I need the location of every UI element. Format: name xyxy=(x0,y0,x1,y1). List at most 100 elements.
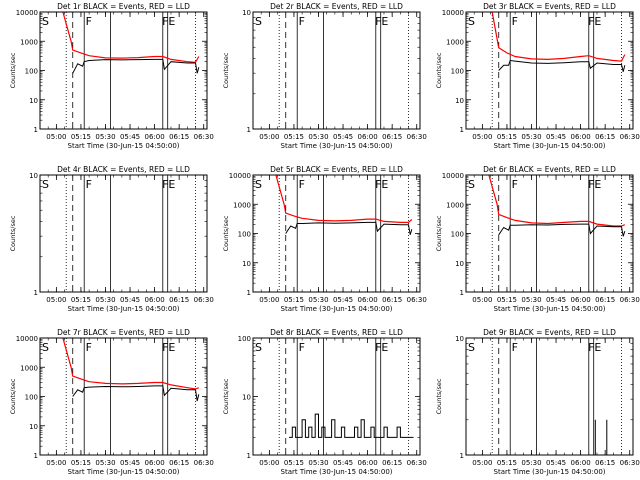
y-tick-label: 100 xyxy=(238,335,251,343)
y-tick-label: 100 xyxy=(451,231,464,239)
x-tick-label: 05:30 xyxy=(521,296,541,304)
x-tick-label: 06:15 xyxy=(382,133,402,141)
plot-frame xyxy=(39,174,208,293)
panel-title: Det 1r BLACK = Events, RED = LLD xyxy=(57,2,190,11)
x-axis-label: Start Time (30-Jun-15 04:50:00) xyxy=(68,305,180,313)
x-tick-label: 05:30 xyxy=(308,459,328,467)
y-axis-label: Counts/sec xyxy=(435,52,443,88)
region-label-s: S xyxy=(468,178,475,191)
x-tick-label: 05:15 xyxy=(284,133,304,141)
panel-title: Det 8r BLACK = Events, RED = LLD xyxy=(270,328,403,337)
x-tick-label: 05:30 xyxy=(521,133,541,141)
region-label-f: F xyxy=(299,15,305,28)
x-tick-label: 05:00 xyxy=(46,296,66,304)
region-label-f: F xyxy=(512,15,518,28)
region-label-s: S xyxy=(42,178,49,191)
plot-frame xyxy=(252,174,421,293)
x-tick-label: 05:45 xyxy=(120,459,140,467)
x-tick-label: 06:00 xyxy=(145,296,165,304)
y-tick-label: 1 xyxy=(34,452,38,460)
x-tick-label: 05:00 xyxy=(259,133,279,141)
x-tick-label: 06:30 xyxy=(194,133,214,141)
panel-det-6: Det 6r BLACK = Events, RED = LLD S F FE 1 10 1… xyxy=(435,165,640,313)
y-tick-label: 1 xyxy=(460,126,464,134)
y-tick-label: 1000 xyxy=(20,38,38,46)
x-tick-label: 06:15 xyxy=(595,459,615,467)
plot-frame xyxy=(465,337,634,456)
region-label-f: F xyxy=(299,178,305,191)
y-axis-label: Counts/sec xyxy=(222,52,230,88)
x-tick-label: 05:45 xyxy=(546,133,566,141)
series-events xyxy=(72,385,200,402)
x-tick-label: 05:00 xyxy=(259,296,279,304)
y-tick-label: 1 xyxy=(247,452,251,460)
panel-det-8: Det 8r BLACK = Events, RED = LLD S F FE 1 10 1… xyxy=(222,328,427,476)
x-tick-label: 05:00 xyxy=(259,459,279,467)
region-label-f: F xyxy=(86,341,92,354)
y-tick-label: 10000 xyxy=(16,335,38,343)
y-tick-label: 10000 xyxy=(442,172,464,180)
x-tick-label: 06:00 xyxy=(358,459,378,467)
series-lld xyxy=(275,174,413,223)
series-events xyxy=(498,59,626,72)
region-label-s: S xyxy=(468,341,475,354)
x-tick-label: 05:30 xyxy=(95,133,115,141)
x-tick-label: 05:15 xyxy=(284,296,304,304)
plot-frame xyxy=(39,11,208,130)
x-tick-label: 06:00 xyxy=(571,459,591,467)
panel-title: Det 2r BLACK = Events, RED = LLD xyxy=(270,2,403,11)
y-tick-label: 10 xyxy=(242,260,251,268)
x-tick-label: 06:30 xyxy=(407,296,427,304)
x-tick-label: 06:00 xyxy=(358,296,378,304)
x-tick-label: 06:00 xyxy=(145,459,165,467)
x-tick-label: 05:45 xyxy=(546,459,566,467)
y-tick-label: 10 xyxy=(29,423,38,431)
y-tick-label: 10 xyxy=(242,394,251,402)
y-tick-label: 1 xyxy=(247,126,251,134)
y-tick-label: 1000 xyxy=(446,38,464,46)
y-axis-label: Counts/sec xyxy=(435,215,443,251)
x-tick-label: 06:15 xyxy=(382,459,402,467)
panel-title: Det 3r BLACK = Events, RED = LLD xyxy=(483,2,616,11)
series-events xyxy=(289,413,414,438)
region-label-fe: FE xyxy=(375,15,388,28)
region-label-f: F xyxy=(512,341,518,354)
x-tick-label: 05:30 xyxy=(308,133,328,141)
x-tick-label: 06:00 xyxy=(358,133,378,141)
y-axis-label: Counts/sec xyxy=(222,378,230,414)
x-tick-label: 05:30 xyxy=(521,459,541,467)
x-tick-label: 06:15 xyxy=(382,296,402,304)
x-tick-label: 06:15 xyxy=(595,133,615,141)
x-tick-label: 05:45 xyxy=(333,133,353,141)
series-lld xyxy=(62,337,200,390)
y-tick-label: 1 xyxy=(34,126,38,134)
x-tick-label: 05:30 xyxy=(95,459,115,467)
region-label-fe: FE xyxy=(162,15,175,28)
x-tick-label: 05:00 xyxy=(472,296,492,304)
region-label-f: F xyxy=(512,178,518,191)
region-label-f: F xyxy=(299,341,305,354)
x-tick-label: 06:30 xyxy=(620,133,640,141)
panel-det-5: Det 5r BLACK = Events, RED = LLD S F FE 1 10 1… xyxy=(222,165,427,313)
x-tick-label: 05:15 xyxy=(71,459,91,467)
y-tick-label: 10 xyxy=(455,335,464,343)
region-label-s: S xyxy=(255,178,262,191)
x-axis-label: Start Time (30-Jun-15 04:50:00) xyxy=(281,305,393,313)
x-tick-label: 05:45 xyxy=(120,133,140,141)
panel-det-4: Det 4r BLACK = Events, RED = LLD S F FE 1 10 C… xyxy=(9,165,214,313)
region-label-fe: FE xyxy=(588,178,601,191)
x-tick-label: 05:45 xyxy=(333,459,353,467)
x-axis-label: Start Time (30-Jun-15 04:50:00) xyxy=(494,468,606,476)
x-tick-label: 05:00 xyxy=(472,459,492,467)
x-tick-label: 05:15 xyxy=(284,459,304,467)
y-tick-label: 10000 xyxy=(229,172,251,180)
panel-title: Det 4r BLACK = Events, RED = LLD xyxy=(57,165,190,174)
y-axis-label: Counts/sec xyxy=(222,215,230,251)
y-axis-label: Counts/sec xyxy=(435,378,443,414)
region-label-f: F xyxy=(86,178,92,191)
region-label-fe: FE xyxy=(588,15,601,28)
x-tick-label: 06:15 xyxy=(169,133,189,141)
y-tick-label: 10 xyxy=(455,97,464,105)
series-lld xyxy=(62,11,200,63)
